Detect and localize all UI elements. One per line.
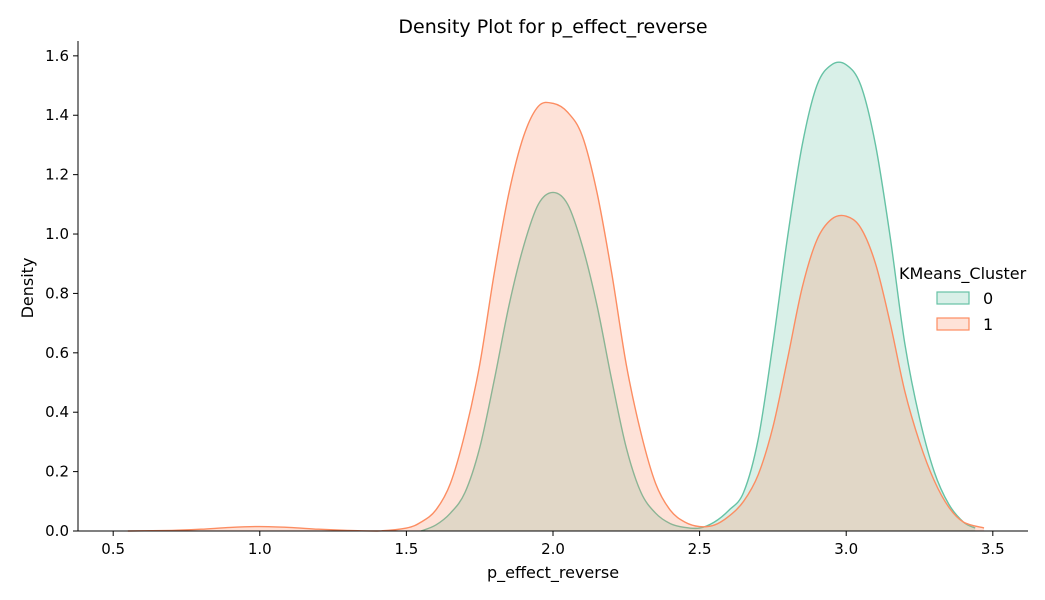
legend-items: 01	[936, 289, 993, 334]
x-tick-label: 3.5	[981, 540, 1005, 558]
y-tick-label: 0.4	[45, 403, 69, 421]
y-tick-label: 1.4	[45, 106, 69, 124]
x-tick-label: 2.5	[688, 540, 712, 558]
legend-label-0: 0	[983, 289, 993, 308]
y-tick-label: 0.8	[45, 284, 69, 302]
x-tick-label: 0.5	[101, 540, 125, 558]
y-tick-label: 0.2	[45, 463, 69, 481]
x-ticks: 0.5 1.0 1.5 2.0 2.5 3.0 3.5	[101, 531, 1005, 558]
chart-title: Density Plot for p_effect_reverse	[398, 16, 707, 38]
plot-area	[127, 61, 985, 532]
legend-swatch-1	[936, 317, 970, 331]
y-ticks: 0.0 0.2 0.4 0.6 0.8 1.0 1.2 1.4 1.6	[45, 47, 78, 540]
y-tick-label: 0.6	[45, 344, 69, 362]
series-layer	[127, 61, 985, 532]
x-axis-label: p_effect_reverse	[487, 563, 619, 583]
x-tick-label: 2.0	[541, 540, 565, 558]
legend-title: KMeans_Cluster	[899, 264, 1027, 284]
y-tick-label: 1.6	[45, 47, 69, 65]
axes: 0.5 1.0 1.5 2.0 2.5 3.0 3.5 0.0 0.2 0.4 0.6 0.8 1.0…	[45, 41, 1028, 558]
y-tick-label: 0.0	[45, 522, 69, 540]
density-area-0	[421, 62, 976, 531]
y-tick-label: 1.2	[45, 166, 69, 184]
y-axis-label: Density	[18, 258, 37, 319]
x-tick-label: 1.5	[394, 540, 418, 558]
x-tick-label: 3.0	[834, 540, 858, 558]
x-tick-label: 1.0	[248, 540, 272, 558]
legend: KMeans_Cluster 01	[899, 264, 1027, 334]
density-area-1	[127, 102, 985, 531]
y-tick-label: 1.0	[45, 225, 69, 243]
legend-swatch-0	[936, 291, 970, 305]
legend-label-1: 1	[983, 315, 993, 334]
